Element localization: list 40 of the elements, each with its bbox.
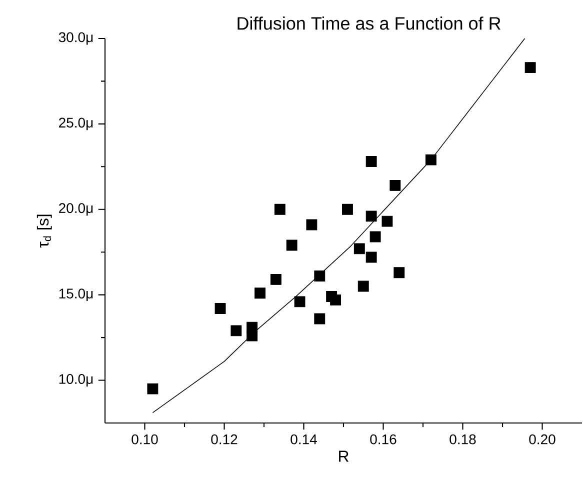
x-axis-title: R <box>339 450 349 462</box>
point <box>366 156 377 167</box>
y-axis-title: τ$_{d}$ [s] <box>36 214 52 248</box>
point <box>425 154 436 166</box>
x-tick-label: 0.16 <box>370 434 396 444</box>
point <box>330 294 342 306</box>
point <box>358 280 369 292</box>
y-tick-label: 25.0μ <box>59 118 93 130</box>
point <box>342 204 353 215</box>
point <box>286 240 298 251</box>
point <box>270 274 282 285</box>
point <box>524 62 536 74</box>
y-tick-label: 10.0μ <box>59 374 93 386</box>
point <box>246 330 258 342</box>
point <box>294 296 306 308</box>
point <box>314 270 326 282</box>
point <box>254 288 266 299</box>
point <box>366 210 377 222</box>
point <box>147 383 158 394</box>
y-tick-label: 15.0μ <box>59 288 93 302</box>
point <box>390 180 401 191</box>
x-tick-label: 0.14 <box>290 434 317 444</box>
point <box>394 267 405 278</box>
point <box>354 243 365 254</box>
x-tick-label: 0.12 <box>211 434 238 444</box>
y-tick-label: 20.0μ <box>59 203 93 216</box>
point <box>366 252 377 263</box>
point <box>214 303 226 314</box>
y-tick-label: 30.0μ <box>58 32 93 45</box>
x-tick-label: 0.20 <box>529 434 556 444</box>
point <box>314 313 326 324</box>
point <box>230 325 242 336</box>
x-tick-label: 0.18 <box>450 434 476 444</box>
point <box>306 219 318 230</box>
x-tick-label: 0.10 <box>132 434 158 444</box>
point <box>382 216 393 227</box>
point <box>370 231 381 242</box>
line-series <box>152 38 526 414</box>
point <box>274 204 286 215</box>
chart-title: Diffusion Time as a Function of R <box>238 16 500 30</box>
